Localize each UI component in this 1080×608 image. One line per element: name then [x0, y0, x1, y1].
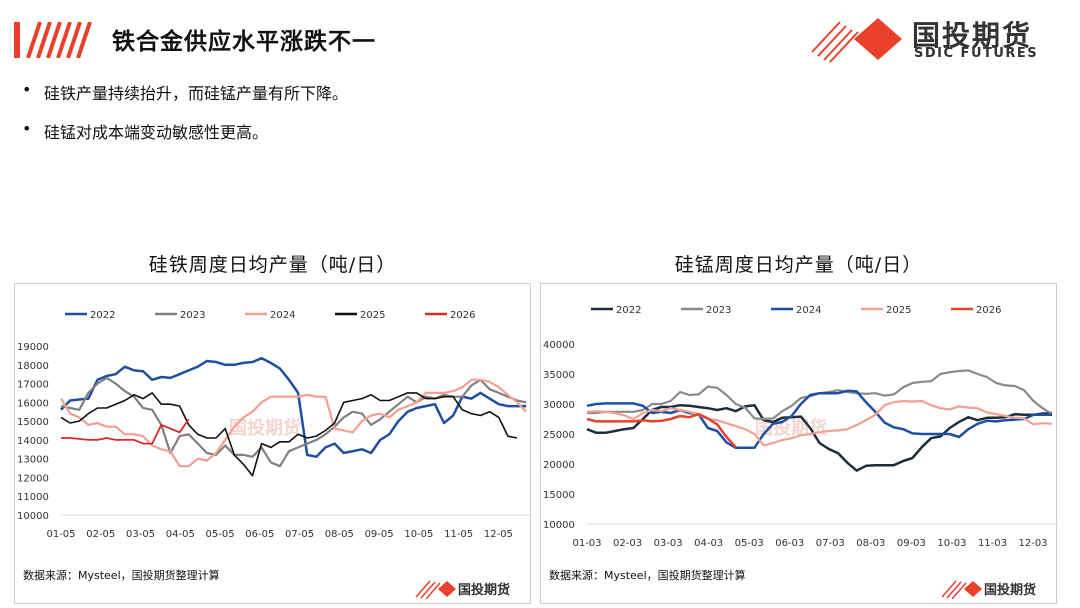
header-stripes-logo — [14, 22, 92, 58]
series-line-2025 — [60, 392, 518, 477]
y-tick-label: 12000 — [17, 473, 49, 484]
x-tick-label: 11-05 — [444, 529, 473, 540]
chart-title-ferrosilicon: 硅铁周度日均产量（吨/日） — [148, 254, 397, 276]
page-title: 铁合金供应水平涨跌不一 — [112, 29, 376, 55]
series-line-2023 — [60, 376, 527, 468]
chart-source: 数据来源：Mysteel，国投期货整理计算 — [23, 569, 220, 582]
y-tick-label: 40000 — [543, 340, 575, 351]
sdic-mini-logo: 国投期货 — [940, 579, 1050, 601]
y-tick-label: 10000 — [543, 520, 575, 531]
x-tick-label: 10-05 — [404, 529, 433, 540]
legend-label-2026: 2026 — [976, 305, 1001, 316]
y-tick-label: 10000 — [17, 511, 49, 522]
y-tick-label: 25000 — [543, 430, 575, 441]
series-line-2022 — [586, 403, 1053, 472]
x-tick-label: 01-05 — [46, 529, 75, 540]
y-tick-label: 18000 — [17, 361, 49, 372]
x-tick-label: 03-05 — [126, 529, 155, 540]
series-line-2026 — [586, 412, 737, 449]
x-tick-label: 07-03 — [816, 538, 845, 549]
chart-title-silicomanganese: 硅锰周度日均产量（吨/日） — [674, 254, 923, 276]
legend-label-2023: 2023 — [706, 305, 731, 316]
bullet-item: 硅铁产量持续抬升，而硅锰产量有所下降。 — [22, 80, 348, 104]
x-tick-label: 09-05 — [365, 529, 394, 540]
x-tick-label: 06-05 — [245, 529, 274, 540]
x-tick-label: 08-05 — [325, 529, 354, 540]
y-tick-label: 17000 — [17, 380, 49, 391]
x-tick-label: 06-03 — [775, 538, 804, 549]
series-line-2026 — [61, 418, 190, 445]
legend-label-2022: 2022 — [90, 310, 115, 321]
y-tick-label: 13000 — [17, 455, 49, 466]
legend-label-2022: 2022 — [616, 305, 641, 316]
x-tick-label: 12-03 — [1018, 538, 1047, 549]
series-line-2025 — [586, 399, 1053, 447]
sdic-logo: 国投期货 SDIC FUTURES — [810, 14, 1060, 64]
bullet-item: 硅锰对成本端变动敏感性更高。 — [22, 119, 348, 143]
x-tick-label: 12-05 — [484, 529, 513, 540]
legend-label-2025: 2025 — [360, 310, 385, 321]
chart-source: 数据来源：Mysteel，国投期货整理计算 — [549, 569, 746, 582]
x-tick-label: 08-03 — [856, 538, 885, 549]
y-tick-label: 11000 — [17, 492, 49, 503]
x-tick-label: 05-05 — [206, 529, 235, 540]
legend-label-2025: 2025 — [886, 305, 911, 316]
legend-label-2024: 2024 — [270, 310, 295, 321]
bullet-list: 硅铁产量持续抬升，而硅锰产量有所下降。 硅锰对成本端变动敏感性更高。 — [22, 80, 348, 158]
x-tick-label: 03-03 — [654, 538, 683, 549]
series-line-2024 — [586, 389, 1052, 450]
watermark: 国投期货 — [229, 417, 301, 439]
series-line-2024 — [60, 378, 527, 468]
x-tick-label: 11-03 — [978, 538, 1007, 549]
x-tick-label: 04-03 — [694, 538, 723, 549]
y-tick-label: 20000 — [543, 460, 575, 471]
legend-label-2026: 2026 — [450, 310, 475, 321]
chart-ferrosilicon: 19000 18000 17000 16000 15000 14000 13000 12000… — [14, 283, 532, 604]
sdic-mini-logo: 国投期货 — [414, 579, 524, 601]
x-tick-label: 04-05 — [166, 529, 195, 540]
legend-label-2024: 2024 — [796, 305, 821, 316]
x-tick-label: 02-05 — [86, 529, 115, 540]
sdic-logo-icon — [811, 18, 902, 63]
series-line-2022 — [60, 356, 527, 459]
y-tick-label: 15000 — [17, 417, 49, 428]
y-tick-label: 16000 — [17, 398, 49, 409]
y-tick-label: 15000 — [543, 490, 575, 501]
x-tick-label: 01-03 — [572, 538, 601, 549]
y-tick-label: 30000 — [543, 400, 575, 411]
y-tick-label: 35000 — [543, 370, 575, 381]
y-tick-label: 19000 — [17, 342, 49, 353]
legend-label-2023: 2023 — [180, 310, 205, 321]
chart-silicomanganese: 40000 35000 30000 25000 20000 15000 10000 01-03… — [540, 283, 1058, 604]
x-tick-label: 10-03 — [937, 538, 966, 549]
x-tick-label: 07-05 — [285, 529, 314, 540]
y-tick-label: 14000 — [17, 436, 49, 447]
x-tick-label: 09-03 — [897, 538, 926, 549]
x-tick-label: 05-03 — [735, 538, 764, 549]
x-tick-label: 02-03 — [613, 538, 642, 549]
